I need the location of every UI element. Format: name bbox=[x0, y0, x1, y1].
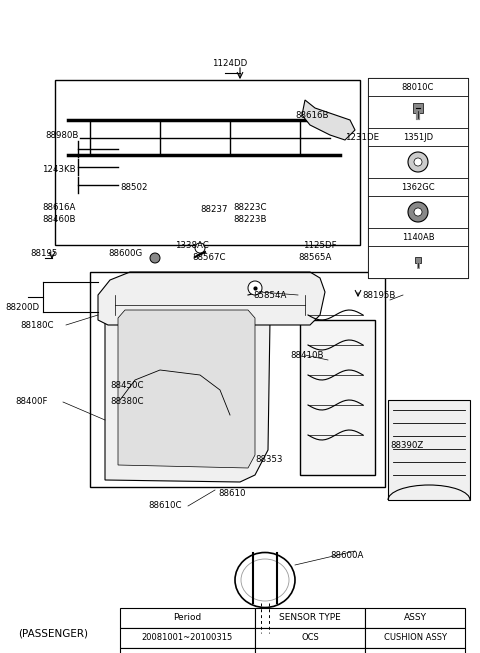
Bar bbox=[120, 648, 255, 653]
Polygon shape bbox=[302, 100, 355, 140]
Circle shape bbox=[414, 158, 422, 166]
Text: 1338AC: 1338AC bbox=[175, 242, 209, 251]
Text: 88237: 88237 bbox=[200, 206, 228, 214]
Bar bbox=[368, 78, 468, 96]
Bar bbox=[388, 400, 470, 500]
Bar bbox=[255, 628, 365, 648]
Text: 88610C: 88610C bbox=[148, 502, 181, 511]
Text: 88010C: 88010C bbox=[402, 82, 434, 91]
Bar bbox=[300, 320, 375, 475]
Text: 88502: 88502 bbox=[120, 183, 147, 193]
Text: 88353: 88353 bbox=[255, 456, 283, 464]
Bar bbox=[255, 608, 365, 628]
Text: 1243KB: 1243KB bbox=[42, 165, 76, 174]
Text: 1140AB: 1140AB bbox=[402, 232, 434, 242]
Bar bbox=[368, 96, 468, 128]
Text: 88460B: 88460B bbox=[42, 215, 75, 225]
Bar bbox=[368, 228, 468, 246]
Text: 1124DD: 1124DD bbox=[212, 59, 247, 67]
Circle shape bbox=[408, 152, 428, 172]
Bar bbox=[365, 648, 465, 653]
Text: 88180C: 88180C bbox=[20, 321, 53, 330]
Polygon shape bbox=[118, 310, 255, 468]
Polygon shape bbox=[105, 295, 270, 482]
Text: SENSOR TYPE: SENSOR TYPE bbox=[279, 614, 341, 622]
Text: 85854A: 85854A bbox=[253, 291, 287, 300]
Circle shape bbox=[414, 208, 422, 216]
Text: 88200D: 88200D bbox=[5, 302, 39, 311]
Text: 1362GC: 1362GC bbox=[401, 182, 435, 191]
Text: 88980B: 88980B bbox=[45, 131, 78, 140]
Text: ASSY: ASSY bbox=[404, 614, 427, 622]
Text: (PASSENGER): (PASSENGER) bbox=[18, 628, 88, 638]
Text: 20081001~20100315: 20081001~20100315 bbox=[142, 633, 233, 643]
Bar bbox=[255, 648, 365, 653]
Text: 88616B: 88616B bbox=[295, 110, 328, 119]
Bar bbox=[368, 128, 468, 146]
Bar bbox=[368, 246, 468, 278]
Text: 88610: 88610 bbox=[218, 488, 245, 498]
Text: 88567C: 88567C bbox=[192, 253, 226, 261]
Text: 88223C: 88223C bbox=[233, 202, 266, 212]
Polygon shape bbox=[98, 272, 325, 325]
Text: 88410B: 88410B bbox=[290, 351, 324, 360]
Text: 88400F: 88400F bbox=[15, 398, 48, 407]
Bar bbox=[120, 628, 255, 648]
Circle shape bbox=[195, 243, 205, 253]
Circle shape bbox=[248, 281, 262, 295]
Text: 1231DE: 1231DE bbox=[345, 133, 379, 142]
Bar bbox=[368, 146, 468, 178]
Text: Period: Period bbox=[173, 614, 202, 622]
Text: 1125DF: 1125DF bbox=[303, 242, 336, 251]
Text: 88380C: 88380C bbox=[110, 398, 144, 407]
Bar bbox=[368, 196, 468, 228]
Ellipse shape bbox=[235, 552, 295, 607]
Bar bbox=[120, 608, 255, 628]
Text: 88600G: 88600G bbox=[108, 249, 142, 259]
Circle shape bbox=[408, 202, 428, 222]
Bar bbox=[90, 272, 385, 487]
Text: CUSHION ASSY: CUSHION ASSY bbox=[384, 633, 446, 643]
Text: 88223B: 88223B bbox=[233, 215, 266, 225]
Bar bbox=[365, 608, 465, 628]
Text: 1351JD: 1351JD bbox=[403, 133, 433, 142]
Bar bbox=[365, 628, 465, 648]
Text: 88450C: 88450C bbox=[110, 381, 144, 389]
Text: 88565A: 88565A bbox=[298, 253, 331, 261]
Text: 88195: 88195 bbox=[30, 249, 58, 259]
Bar bbox=[55, 80, 360, 245]
Text: 88195B: 88195B bbox=[362, 291, 396, 300]
Text: 88390Z: 88390Z bbox=[390, 441, 423, 451]
Bar bbox=[368, 78, 468, 278]
Text: 88616A: 88616A bbox=[42, 202, 75, 212]
Text: 88600A: 88600A bbox=[330, 550, 363, 560]
Bar bbox=[368, 178, 468, 196]
Text: OCS: OCS bbox=[301, 633, 319, 643]
Circle shape bbox=[150, 253, 160, 263]
